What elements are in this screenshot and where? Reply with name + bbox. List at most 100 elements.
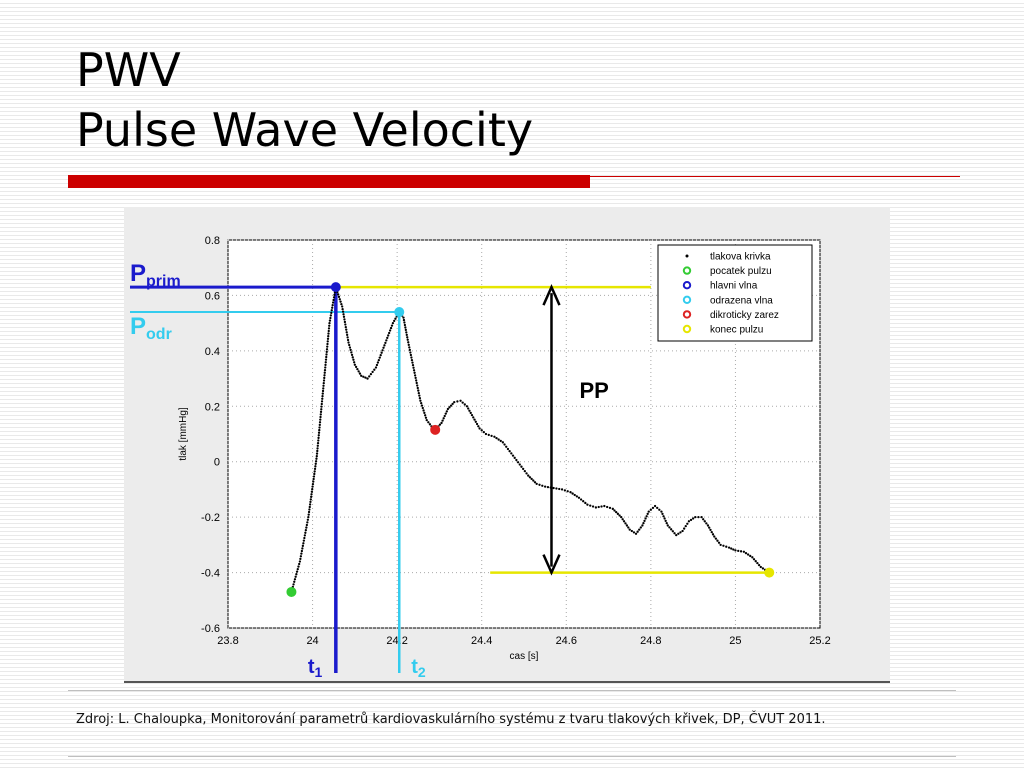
x-tick-label: 23.8 [217,635,238,647]
curve-point [308,505,311,509]
curve-point [304,529,308,532]
curve-point [670,528,673,531]
p-odr-label: Podr [130,313,172,343]
curve-point [351,356,354,359]
curve-point [340,302,343,306]
annotations: Pprim Podr t1 t2 [130,260,426,680]
x-tick-label: 24.2 [386,635,407,647]
curve-point [465,405,469,408]
curve-point [649,508,653,511]
curve-point [405,331,408,334]
curve-point [326,337,330,340]
curve-point [341,310,345,313]
curve-point [546,485,550,489]
curve-point [415,381,418,385]
curve-point [317,436,320,440]
curve-point [354,365,358,369]
curve-point [306,518,309,521]
curve-point [313,472,316,476]
curve-point [677,532,680,535]
legend-label: odrazena vlna [710,295,773,306]
curve-point [295,570,299,573]
curve-point [382,346,385,349]
legend-marker [685,254,689,258]
curve-point [742,550,746,553]
curve-point [683,527,686,530]
curve-point [298,560,302,563]
curve-point [709,528,712,532]
curve-point [321,397,324,400]
curve-point [613,509,616,512]
curve-point [316,441,320,445]
curve-point [322,384,325,387]
curve-point [391,321,395,325]
y-tick-label: 0.6 [205,290,220,302]
curve-point [714,537,718,540]
legend-label: hlavni vlna [710,281,758,292]
curve-point [345,331,348,334]
curve-point [376,361,380,364]
curve-point [298,562,301,566]
curve-point [451,402,454,406]
x-axis-label: cas [s] [510,651,539,662]
curve-point [331,301,335,304]
curve-point [319,415,322,419]
curve-point [744,552,748,555]
curve-point [422,409,425,412]
x-tick-label: 24.8 [640,635,661,647]
curve-point [719,543,722,547]
curve-point [442,417,445,420]
curve-point [468,409,471,412]
curve-point [307,513,310,516]
curve-point [402,316,405,319]
curve-point [639,526,642,529]
curve-point [664,519,667,522]
y-tick-label: -0.2 [201,512,220,524]
curve-point [314,465,317,468]
curve-point [689,518,693,522]
curve-point [706,524,710,527]
curve-point [499,439,502,443]
curve-point [377,358,380,362]
curve-point [752,558,756,561]
curve-point [643,519,646,522]
curve-point [407,341,410,344]
curve-point [315,452,319,455]
curve-point [309,500,312,504]
curve-point [608,506,612,510]
curve-point [406,336,409,339]
curve-point [405,333,408,336]
curve-point [722,544,725,547]
curve-point [668,526,671,529]
curve-point [638,528,641,531]
curve-point [349,348,352,352]
slide-title: PWV Pulse Wave Velocity [76,40,533,160]
curve-point [558,487,561,491]
curve-point [403,321,406,324]
curve-point [326,345,329,348]
curve-point [487,433,490,437]
end-marker [764,567,775,578]
curve-point [306,521,309,524]
curve-point [347,341,350,344]
pp-arrow-head-bottom [542,554,561,576]
curve-point [389,326,393,330]
t1-label: t1 [308,656,323,680]
curve-point [417,389,420,392]
curve-point [625,524,629,527]
curve-point [717,541,721,544]
curve-point [467,407,470,410]
curve-point [552,486,555,490]
curve-point [309,498,312,501]
curve-point [328,319,332,322]
curve-point [506,447,510,451]
curve-point [501,441,505,444]
curve-point [368,375,371,378]
curve-point [511,454,515,457]
y-axis-label: tlak [mmHg] [178,407,189,461]
legend-marker [682,324,692,334]
curve-point [751,556,754,559]
curve-point [341,307,344,311]
curve-point [356,367,359,371]
curve-point [313,470,316,473]
